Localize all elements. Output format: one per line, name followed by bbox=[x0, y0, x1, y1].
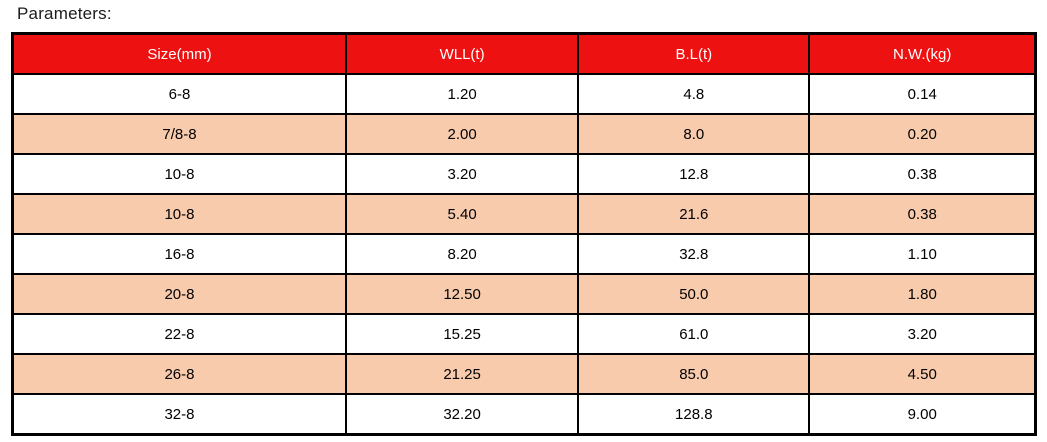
table-cell: 61.0 bbox=[577, 313, 811, 355]
table-cell: 3.20 bbox=[808, 313, 1037, 355]
table-cell: 10-8 bbox=[11, 193, 347, 235]
table-row: 20-8 12.50 50.0 1.80 bbox=[11, 273, 1037, 315]
table-cell: 85.0 bbox=[577, 353, 811, 395]
table-cell: 1.20 bbox=[344, 73, 580, 115]
table-cell: 26-8 bbox=[11, 353, 347, 395]
table-cell: 32-8 bbox=[11, 393, 347, 436]
table-cell: 8.20 bbox=[344, 233, 580, 275]
table-cell: 16-8 bbox=[11, 233, 347, 275]
table-cell: 20-8 bbox=[11, 273, 347, 315]
table-cell: 1.80 bbox=[808, 273, 1037, 315]
table-cell: 3.20 bbox=[344, 153, 580, 195]
table-cell: 1.10 bbox=[808, 233, 1037, 275]
table-row: 10-8 3.20 12.8 0.38 bbox=[11, 153, 1037, 195]
table-cell: 0.20 bbox=[808, 113, 1037, 155]
table-cell: 15.25 bbox=[344, 313, 580, 355]
table-cell: 50.0 bbox=[577, 273, 811, 315]
table-row: 16-8 8.20 32.8 1.10 bbox=[11, 233, 1037, 275]
table-row: 6-8 1.20 4.8 0.14 bbox=[11, 73, 1037, 115]
column-header-size: Size(mm) bbox=[11, 32, 347, 75]
table-cell: 10-8 bbox=[11, 153, 347, 195]
table-cell: 12.50 bbox=[344, 273, 580, 315]
table-row: 32-8 32.20 128.8 9.00 bbox=[11, 393, 1037, 436]
table-cell: 9.00 bbox=[808, 393, 1037, 436]
table-cell: 0.14 bbox=[808, 73, 1037, 115]
table-cell: 32.8 bbox=[577, 233, 811, 275]
table-cell: 0.38 bbox=[808, 193, 1037, 235]
table-cell: 2.00 bbox=[344, 113, 580, 155]
parameters-table: Size(mm) WLL(t) B.L(t) N.W.(kg) 6-8 1.20 4… bbox=[11, 32, 1037, 436]
table-cell: 12.8 bbox=[577, 153, 811, 195]
table-cell: 21.25 bbox=[344, 353, 580, 395]
table-cell: 8.0 bbox=[577, 113, 811, 155]
column-header-bl: B.L(t) bbox=[577, 32, 811, 75]
table-cell: 5.40 bbox=[344, 193, 580, 235]
table-row: 10-8 5.40 21.6 0.38 bbox=[11, 193, 1037, 235]
table-cell: 7/8-8 bbox=[11, 113, 347, 155]
table-cell: 0.38 bbox=[808, 153, 1037, 195]
column-header-nw: N.W.(kg) bbox=[808, 32, 1037, 75]
table-body: 6-8 1.20 4.8 0.14 7/8-8 2.00 8.0 0.20 10-8 3.20 12… bbox=[11, 73, 1037, 436]
table-row: 7/8-8 2.00 8.0 0.20 bbox=[11, 113, 1037, 155]
table-row: 22-8 15.25 61.0 3.20 bbox=[11, 313, 1037, 355]
page-title: Parameters: bbox=[17, 4, 112, 23]
table-cell: 128.8 bbox=[577, 393, 811, 436]
table-cell: 21.6 bbox=[577, 193, 811, 235]
table-cell: 4.50 bbox=[808, 353, 1037, 395]
table-row: 26-8 21.25 85.0 4.50 bbox=[11, 353, 1037, 395]
table-cell: 6-8 bbox=[11, 73, 347, 115]
table-header: Size(mm) WLL(t) B.L(t) N.W.(kg) bbox=[11, 32, 1037, 75]
header-row: Size(mm) WLL(t) B.L(t) N.W.(kg) bbox=[11, 32, 1037, 75]
table-cell: 4.8 bbox=[577, 73, 811, 115]
column-header-wll: WLL(t) bbox=[344, 32, 580, 75]
table-cell: 22-8 bbox=[11, 313, 347, 355]
table-cell: 32.20 bbox=[344, 393, 580, 436]
